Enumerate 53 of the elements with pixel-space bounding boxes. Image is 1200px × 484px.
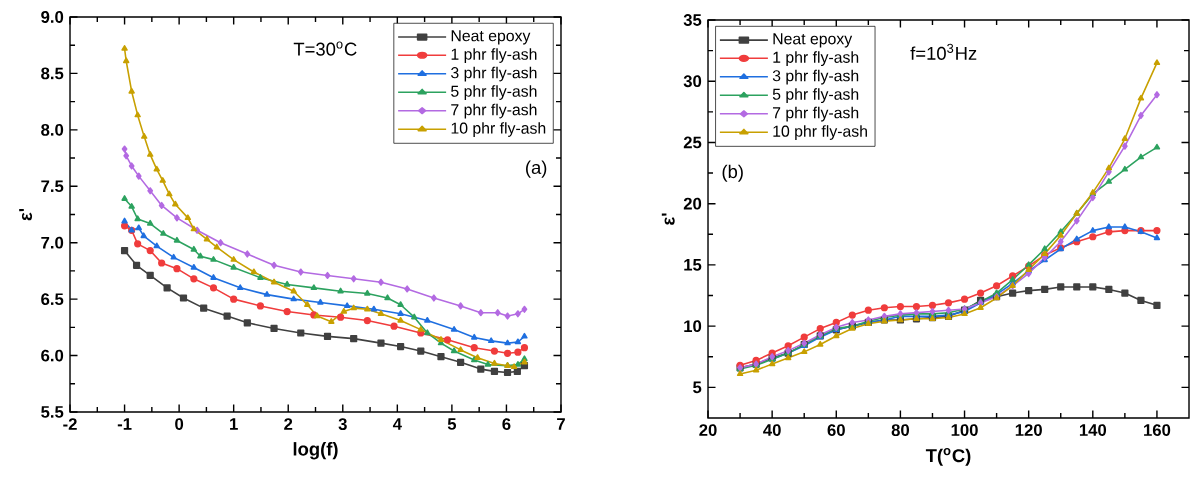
legend-label: 7 phr fly-ash — [772, 106, 859, 122]
legend-label: 1 phr fly-ash — [451, 48, 537, 63]
y-tick-label: 20 — [683, 197, 702, 210]
y-tick-label: 5 — [693, 381, 702, 394]
y-tick-label: 7.0 — [41, 236, 64, 249]
x-tick-label: 4 — [392, 418, 402, 430]
legend-label: 10 phr fly-ash — [451, 122, 546, 137]
y-tick-label: 7.5 — [41, 180, 64, 193]
legend-label: 3 phr fly-ash — [772, 69, 859, 85]
legend-label: 7 phr fly-ash — [451, 103, 537, 119]
x-tick-label: 160 — [1144, 424, 1171, 437]
y-axis-title: ε' — [661, 213, 675, 225]
x-tick-label: 140 — [1079, 424, 1107, 437]
y-tick-label: 5.5 — [41, 406, 64, 418]
annotation: (b) — [722, 164, 743, 182]
legend-label: 5 phr fly-ash — [772, 88, 859, 103]
legend-label: Neat epoxy — [773, 33, 853, 48]
x-axis-title: T($^{o}$C) — [925, 448, 971, 466]
y-tick-label: 35 — [683, 14, 702, 26]
x-tick-label: 120 — [1015, 424, 1042, 437]
x-tick-label: 20 — [699, 424, 717, 437]
x-tick-label: 3 — [338, 418, 347, 431]
legend-label: 5 phr fly-ash — [451, 85, 537, 100]
x-tick-label: 0 — [175, 418, 184, 431]
x-tick-label: 80 — [891, 424, 910, 437]
legend-label: 1 phr fly-ash — [773, 51, 859, 66]
y-tick-label: 6.0 — [41, 349, 64, 362]
y-tick-label: 30 — [683, 75, 702, 88]
y-tick-label: 8.0 — [41, 123, 64, 136]
y-tick-label: 8.5 — [41, 67, 64, 80]
legend-label: 3 phr fly-ash — [451, 66, 537, 82]
x-tick-label: 100 — [951, 424, 978, 437]
annotation: (a) — [526, 160, 547, 178]
legend-label: Neat epoxy — [451, 30, 531, 45]
x-tick-label: 2 — [284, 418, 293, 430]
legend-label: 10 phr fly-ash — [773, 125, 867, 140]
y-axis-title: ε' — [19, 208, 33, 221]
y-tick-label: 15 — [684, 259, 702, 271]
annotation: f=10$^{3}$Hz — [910, 43, 977, 60]
y-tick-label: 6.5 — [41, 293, 64, 306]
x-tick-label: -2 — [63, 418, 77, 430]
x-tick-label: 60 — [827, 424, 845, 437]
x-axis-title: log(f) — [293, 442, 338, 460]
annotation: T=30$^{o}$C — [293, 41, 357, 56]
x-tick-label: -1 — [117, 418, 132, 430]
y-tick-label: 9.0 — [41, 11, 64, 23]
x-tick-label: 7 — [557, 418, 565, 430]
y-tick-label: 25 — [683, 136, 702, 149]
x-tick-label: 6 — [502, 418, 511, 431]
x-tick-label: 5 — [447, 418, 457, 430]
y-tick-label: 10 — [684, 320, 702, 333]
x-tick-label: 40 — [763, 424, 781, 437]
x-tick-label: 1 — [230, 418, 238, 430]
